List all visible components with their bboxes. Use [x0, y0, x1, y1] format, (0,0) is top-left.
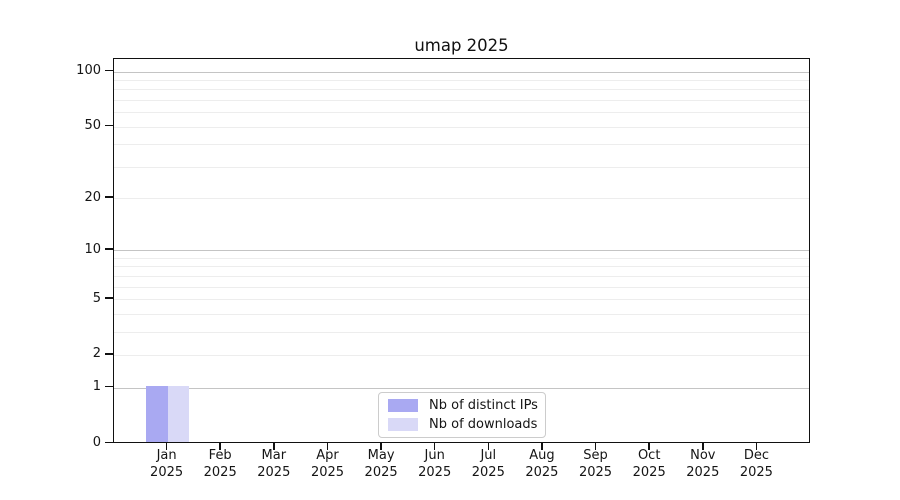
y-tick-label: 50: [84, 118, 101, 134]
x-tick-label: Jun 2025: [405, 448, 465, 481]
x-tick-label: Feb 2025: [190, 448, 250, 481]
gridline-minor: [114, 112, 809, 114]
x-tick-year: 2025: [739, 464, 773, 480]
x-tick-year: 2025: [471, 464, 505, 480]
gridline-minor: [114, 331, 809, 333]
gridline-major: [114, 250, 809, 252]
y-tick-mark: [105, 124, 113, 127]
x-tick-mark: [165, 443, 168, 450]
x-tick-mark: [219, 443, 221, 450]
x-tick-label: Dec 2025: [726, 448, 786, 481]
y-tick-mark: [105, 248, 113, 250]
y-tick-mark: [105, 196, 113, 198]
legend-item-downloads: Nb of downloads: [388, 417, 538, 432]
y-tick-label: 1: [92, 379, 101, 395]
y-tick-mark: [105, 353, 113, 355]
x-tick-label: Oct 2025: [619, 448, 679, 481]
gridline-minor: [114, 99, 809, 101]
gridline-major: [114, 387, 809, 389]
x-tick-year: 2025: [686, 464, 720, 480]
x-tick-year: 2025: [150, 464, 184, 480]
gridline-minor: [114, 126, 809, 128]
gridline-minor: [114, 79, 809, 81]
x-tick-label: Mar 2025: [244, 448, 304, 481]
gridline-minor: [114, 354, 809, 356]
x-tick-mark: [702, 443, 704, 450]
y-tick-label: 100: [76, 63, 101, 78]
y-tick-label: 0: [92, 435, 101, 450]
x-tick-mark: [487, 443, 490, 450]
y-tick-label: 20: [84, 189, 101, 205]
x-tick-label: May 2025: [351, 448, 411, 481]
gridline-minor: [114, 313, 809, 315]
legend-swatch-downloads: [388, 418, 418, 431]
x-tick-year: 2025: [525, 464, 559, 480]
gridline-major: [114, 71, 809, 73]
x-tick-mark: [755, 443, 758, 450]
gridline-minor: [114, 166, 809, 168]
x-tick-year: 2025: [257, 464, 291, 480]
gridline-minor: [114, 144, 809, 146]
x-tick-mark: [326, 443, 329, 450]
gridline-minor: [114, 198, 809, 200]
x-tick-label: Apr 2025: [298, 448, 358, 481]
gridline-minor: [114, 275, 809, 277]
x-tick-year: 2025: [632, 464, 666, 480]
y-tick-label: 10: [84, 241, 101, 257]
x-tick-mark: [433, 443, 436, 450]
x-tick-mark: [594, 443, 597, 450]
legend: Nb of distinct IPs Nb of downloads: [378, 392, 546, 438]
y-tick-mark: [105, 385, 113, 388]
x-tick-mark: [541, 443, 543, 450]
gridline-minor: [114, 257, 809, 259]
gridline-minor: [114, 266, 809, 268]
y-tick-mark: [105, 69, 113, 72]
x-tick-mark: [648, 443, 650, 450]
x-tick-year: 2025: [310, 464, 345, 480]
x-tick-year: 2025: [203, 464, 237, 480]
legend-swatch-distinct-ips: [388, 399, 418, 412]
x-tick-mark: [273, 443, 275, 450]
x-tick-year: 2025: [418, 464, 452, 480]
y-tick-mark: [105, 441, 113, 444]
chart-title: umap 2025: [414, 36, 509, 55]
y-tick-mark: [105, 297, 113, 299]
x-tick-label: Aug 2025: [512, 448, 572, 481]
x-tick-year: 2025: [364, 464, 398, 480]
bar-nb-of-distinct-ips: [146, 386, 168, 442]
x-tick-year: 2025: [578, 464, 613, 480]
y-tick-label: 5: [92, 290, 101, 306]
x-tick-label: Jan 2025: [137, 448, 197, 481]
y-tick-label: 2: [92, 346, 101, 362]
gridline-minor: [114, 286, 809, 288]
legend-label-downloads: Nb of downloads: [429, 417, 538, 432]
x-tick-mark: [380, 443, 382, 450]
plot-area: [113, 58, 810, 443]
gridline-minor: [114, 299, 809, 301]
legend-item-distinct-ips: Nb of distinct IPs: [388, 398, 538, 413]
x-tick-label: Nov 2025: [673, 448, 733, 481]
bar-nb-of-downloads: [167, 386, 189, 442]
legend-label-distinct-ips: Nb of distinct IPs: [429, 398, 538, 413]
x-tick-label: Sep 2025: [566, 448, 626, 481]
gridline-minor: [114, 89, 809, 91]
x-tick-label: Jul 2025: [458, 448, 518, 481]
